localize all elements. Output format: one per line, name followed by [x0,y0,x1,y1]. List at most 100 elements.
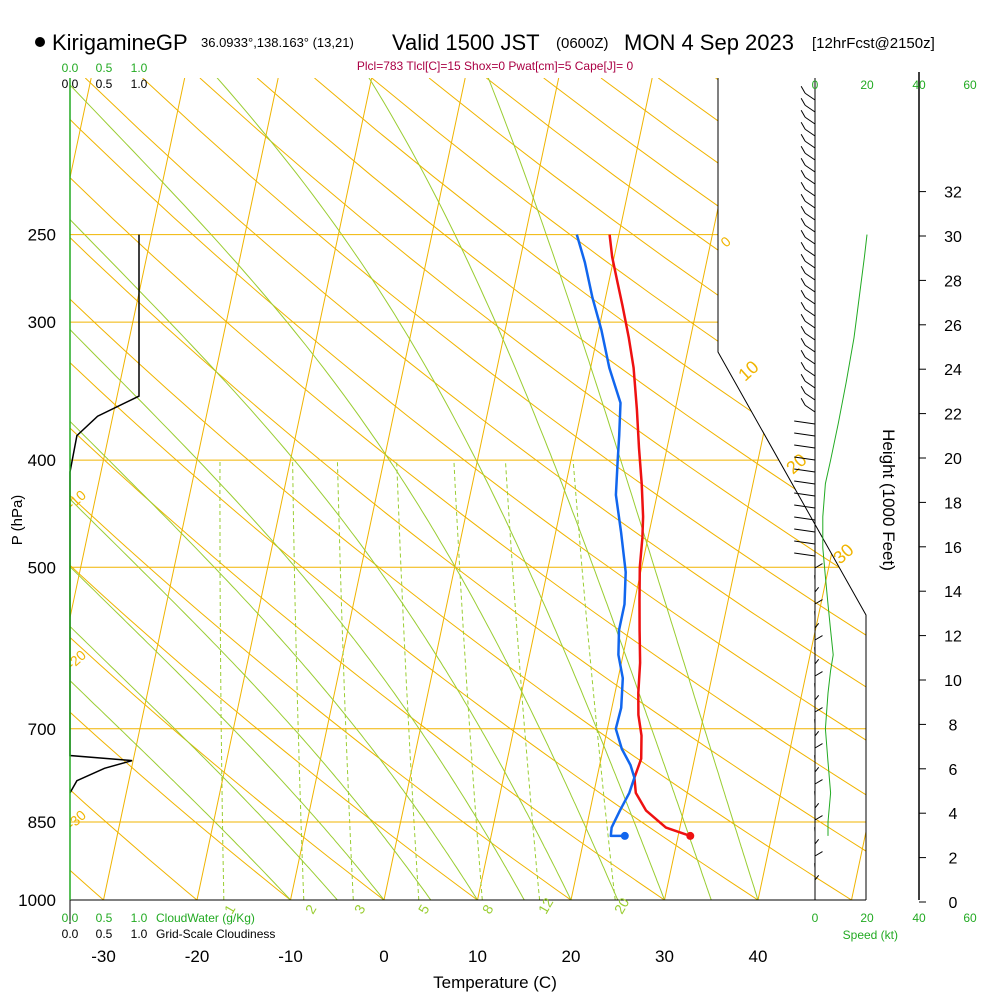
isotherm-label: -20 [63,647,89,673]
wind-scale-label: 40 [912,78,926,92]
wind-barb-flag [800,109,806,118]
dry-adiabat-line [70,78,291,900]
height-tick-label: 26 [944,318,962,335]
wind-barb [794,468,816,473]
wind-barb [814,563,823,569]
y-tick-label: 500 [28,558,56,577]
wind-barb [804,308,816,317]
isobars [70,234,866,901]
sounding-indices: Plcl=783 Tlcl[C]=15 Shox=0 Pwat[cm]=5 Ca… [357,59,634,73]
isotherm-label: -30 [63,807,89,833]
wind-barb [804,332,816,341]
cloud-water-scale-label: 0.0 [62,911,79,925]
dry-adiabat-line [70,78,572,900]
y-tick-label: 400 [28,451,56,470]
x-axis-label: Temperature (C) [433,973,557,992]
station-bullet-icon [35,37,45,47]
wind-barb [814,586,820,593]
dry-adiabat-line [70,78,866,900]
isotherm-line [103,78,279,900]
valid-date: MON 4 Sep 2023 [624,30,794,55]
wind-barb [804,356,816,365]
isotherm-line [290,78,466,900]
wind-barb-flag [800,193,806,202]
height-tick-label: 14 [944,584,962,601]
x-tick-label: -30 [91,947,116,966]
wind-barb [804,200,816,209]
moist-adiabat-line [487,78,759,900]
wind-barb [804,284,816,293]
wind-barb-flag [800,265,806,274]
dry-adiabat-line [70,78,478,900]
speed-label: Speed (kt) [843,928,898,942]
cloud-water-scale-label: 1.0 [131,911,148,925]
cloudiness-line [69,234,140,794]
isotherm-line [196,78,373,900]
moist-adiabat-line [70,78,525,900]
wind-scale-label: 20 [860,78,874,92]
cloudiness [69,78,140,900]
wind-barb-flag [800,157,806,166]
wind-barb [814,851,823,857]
moist-adiabat-line [70,78,291,900]
isotherm-label: -10 [63,487,89,513]
wind-barb [814,743,823,749]
moist-adiabat-line [70,78,338,900]
dry-adiabat-line [70,78,104,900]
dry-adiabat-line [600,78,866,900]
x-tick-label: -20 [185,947,210,966]
dry-adiabat-line [314,78,866,900]
wind-barb [814,802,820,809]
wind-barb [814,815,823,821]
wind-barb [794,432,816,437]
wind-barb [814,779,823,785]
height-tick-label: 20 [944,451,962,468]
cloudiness-scale-label: 0.5 [96,77,113,91]
wind-barb [814,838,820,845]
wind-barb-flag [800,169,806,178]
wind-barb [804,344,816,353]
mixing-ratio-label: 3 [351,902,369,917]
wind-scale-label: 60 [963,911,977,925]
cloudiness-label: Grid-Scale Cloudiness [156,927,275,941]
y-tick-label: 700 [28,720,56,739]
x-tick-label: 20 [562,947,581,966]
height-tick-label: 0 [949,895,958,912]
moist-adiabat-line [215,78,665,900]
sounding-series [575,234,695,840]
wind-barb [804,320,816,329]
wind-barb [814,766,820,773]
wind-barb [814,874,820,881]
wind-barb-flag [800,361,806,370]
station-name: KirigamineGP [52,30,188,55]
mixing-ratio-label: 8 [479,902,497,917]
wind-barb-flag [800,397,806,406]
y-tick-label: 1000 [18,891,56,910]
isotherm-line [383,78,560,900]
wind-barb [794,504,816,509]
wind-barb [804,248,816,257]
moist-adiabat-line [70,78,572,900]
wind-barb [804,104,816,113]
height-axis-label: Height (1000 Feet) [879,429,898,571]
wind-barb [804,224,816,233]
wind-barb [814,671,823,677]
dry-adiabat-line [142,78,866,900]
wind-barb-flag [800,97,806,106]
moist-adiabat-line [367,78,712,900]
mixing-ratio-line [396,460,420,900]
cloudiness-scale-label: 0.0 [62,927,79,941]
wind-barb-flag [800,133,806,142]
y-tick-label: 850 [28,813,56,832]
dry-adiabat-line [70,78,852,900]
wind-barb [794,480,816,485]
isotherm-line [757,78,866,900]
wind-barb [804,404,816,413]
wind-barb [814,694,820,701]
moist-adiabat-line [70,78,619,900]
dry-adiabat-line [70,78,385,900]
wind-barb-flag [800,85,806,94]
wind-barb-flag [800,325,806,334]
wind-barb-flag [800,289,806,298]
